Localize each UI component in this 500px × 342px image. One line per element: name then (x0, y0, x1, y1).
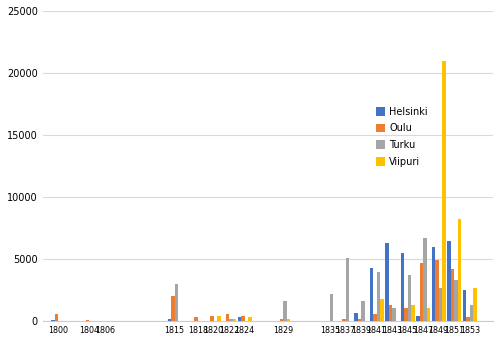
Bar (370, 268, 373, 321)
Bar (210, 316, 214, 321)
Bar (226, 314, 229, 321)
Bar (432, 247, 435, 321)
Bar (238, 317, 241, 321)
Bar (438, 288, 442, 321)
Bar (330, 294, 334, 321)
Bar (54, 314, 58, 321)
Bar (392, 307, 396, 321)
Bar (171, 297, 174, 321)
Bar (232, 319, 236, 321)
Legend: Helsinki, Oulu, Turku, Viipuri: Helsinki, Oulu, Turku, Viipuri (372, 103, 432, 171)
Bar (194, 317, 198, 321)
Bar (435, 260, 438, 321)
Bar (454, 280, 458, 321)
Bar (241, 316, 244, 321)
Bar (248, 317, 252, 321)
Bar (174, 284, 178, 321)
Bar (229, 319, 232, 321)
Bar (284, 301, 287, 321)
Bar (380, 299, 384, 321)
Bar (447, 240, 450, 321)
Bar (287, 319, 290, 321)
Bar (411, 305, 414, 321)
Bar (474, 288, 476, 321)
Bar (458, 220, 461, 321)
Bar (358, 319, 361, 321)
Bar (416, 316, 420, 321)
Bar (442, 61, 446, 321)
Bar (420, 263, 423, 321)
Bar (404, 307, 407, 321)
Bar (168, 319, 171, 321)
Bar (423, 238, 426, 321)
Bar (217, 316, 220, 321)
Bar (408, 275, 411, 321)
Bar (361, 301, 364, 321)
Bar (354, 313, 358, 321)
Bar (376, 272, 380, 321)
Bar (385, 243, 388, 321)
Bar (388, 305, 392, 321)
Bar (400, 253, 404, 321)
Bar (51, 320, 54, 321)
Bar (86, 320, 90, 321)
Bar (342, 319, 345, 321)
Bar (463, 290, 466, 321)
Bar (470, 305, 474, 321)
Bar (426, 307, 430, 321)
Bar (373, 314, 376, 321)
Bar (450, 269, 454, 321)
Bar (346, 258, 349, 321)
Bar (466, 317, 470, 321)
Bar (280, 319, 283, 321)
